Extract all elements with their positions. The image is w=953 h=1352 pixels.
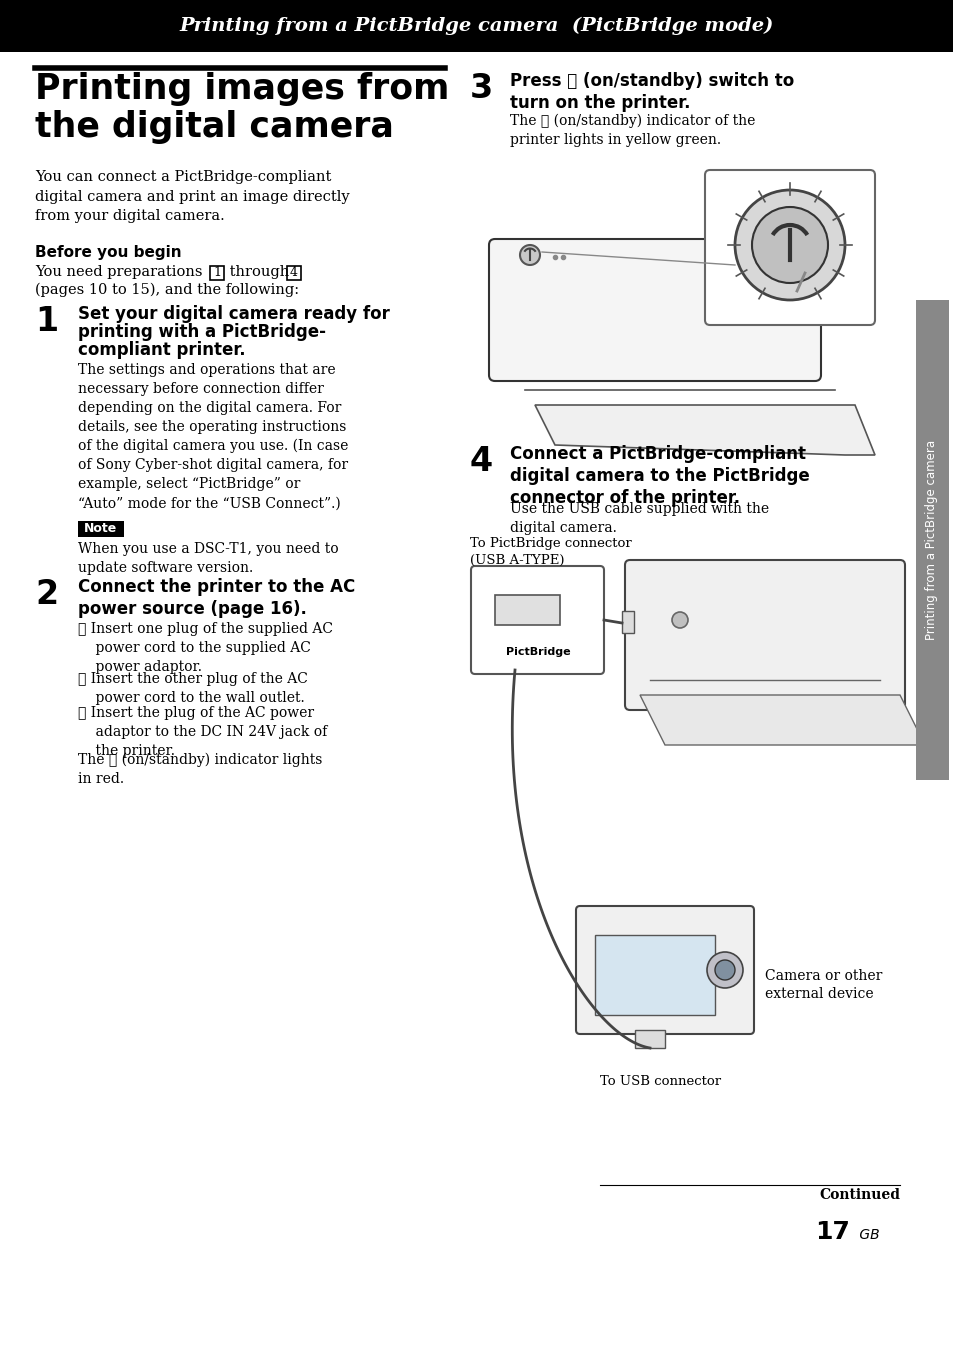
Bar (635, 1030, 664, 1048)
Circle shape (734, 191, 844, 300)
Bar (595, 936, 714, 1015)
Bar (287, 266, 301, 280)
Text: To USB connector: To USB connector (599, 1075, 720, 1088)
Bar (621, 611, 634, 633)
Circle shape (519, 245, 539, 265)
Text: printing with a PictBridge-: printing with a PictBridge- (78, 323, 326, 341)
Text: (pages 10 to 15), and the following:: (pages 10 to 15), and the following: (35, 283, 299, 297)
FancyBboxPatch shape (704, 170, 874, 324)
Circle shape (714, 960, 734, 980)
Text: Camera or other
external device: Camera or other external device (764, 969, 882, 1002)
Text: Use the USB cable supplied with the
digital camera.: Use the USB cable supplied with the digi… (510, 502, 768, 535)
Text: 4: 4 (290, 266, 297, 280)
FancyBboxPatch shape (489, 239, 821, 381)
Bar (495, 595, 559, 625)
Text: You can connect a PictBridge-compliant
digital camera and print an image directl: You can connect a PictBridge-compliant d… (35, 170, 349, 223)
Text: Set your digital camera ready for: Set your digital camera ready for (78, 306, 390, 323)
FancyBboxPatch shape (576, 906, 753, 1034)
Text: PictBridge: PictBridge (505, 648, 570, 657)
Text: compliant printer.: compliant printer. (78, 341, 245, 360)
Text: Connect the printer to the AC
power source (page 16).: Connect the printer to the AC power sour… (78, 579, 355, 618)
Text: The settings and operations that are
necessary before connection differ
dependin: The settings and operations that are nec… (78, 362, 348, 510)
Text: 17: 17 (814, 1220, 849, 1244)
Text: ③ Insert the plug of the AC power
    adaptor to the DC IN 24V jack of
    the p: ③ Insert the plug of the AC power adapto… (78, 706, 327, 758)
Text: To PictBridge connector
(USB A-TYPE): To PictBridge connector (USB A-TYPE) (470, 537, 631, 566)
FancyBboxPatch shape (624, 560, 904, 710)
Bar (78, 521, 124, 537)
Polygon shape (639, 695, 924, 745)
Circle shape (706, 952, 742, 988)
Text: 3: 3 (470, 72, 493, 105)
Bar (210, 266, 224, 280)
Text: When you use a DSC-T1, you need to
update software version.: When you use a DSC-T1, you need to updat… (78, 542, 338, 575)
Text: the digital camera: the digital camera (35, 110, 394, 145)
Text: 1: 1 (35, 306, 58, 338)
Text: ② Insert the other plug of the AC
    power cord to the wall outlet.: ② Insert the other plug of the AC power … (78, 672, 308, 704)
Bar (915, 300, 948, 780)
Bar (0, 0, 953, 51)
Text: The ⓞ (on/standby) indicator of the
printer lights in yellow green.: The ⓞ (on/standby) indicator of the prin… (510, 114, 755, 147)
Circle shape (671, 612, 687, 627)
Text: Printing images from: Printing images from (35, 72, 449, 105)
FancyBboxPatch shape (471, 566, 603, 675)
Text: 2: 2 (35, 579, 58, 611)
Text: 1: 1 (213, 266, 221, 280)
Text: Printing from a PictBridge camera  (PictBridge mode): Printing from a PictBridge camera (PictB… (179, 16, 774, 35)
Polygon shape (535, 406, 874, 456)
Text: through: through (225, 265, 294, 279)
Text: Printing from a PictBridge camera: Printing from a PictBridge camera (924, 439, 938, 639)
Text: ① Insert one plug of the supplied AC
    power cord to the supplied AC
    power: ① Insert one plug of the supplied AC pow… (78, 622, 333, 673)
Circle shape (751, 207, 827, 283)
Text: Press ⓞ (on/standby) switch to
turn on the printer.: Press ⓞ (on/standby) switch to turn on t… (510, 72, 794, 112)
Text: Before you begin: Before you begin (35, 245, 181, 260)
Text: Continued: Continued (818, 1188, 899, 1202)
Text: Note: Note (84, 522, 117, 535)
Text: The ⓞ (on/standby) indicator lights
in red.: The ⓞ (on/standby) indicator lights in r… (78, 753, 322, 787)
Text: Connect a PictBridge-compliant
digital camera to the PictBridge
connector of the: Connect a PictBridge-compliant digital c… (510, 445, 809, 507)
Text: GB: GB (854, 1228, 879, 1242)
Text: 4: 4 (470, 445, 493, 479)
Text: You need preparations: You need preparations (35, 265, 207, 279)
